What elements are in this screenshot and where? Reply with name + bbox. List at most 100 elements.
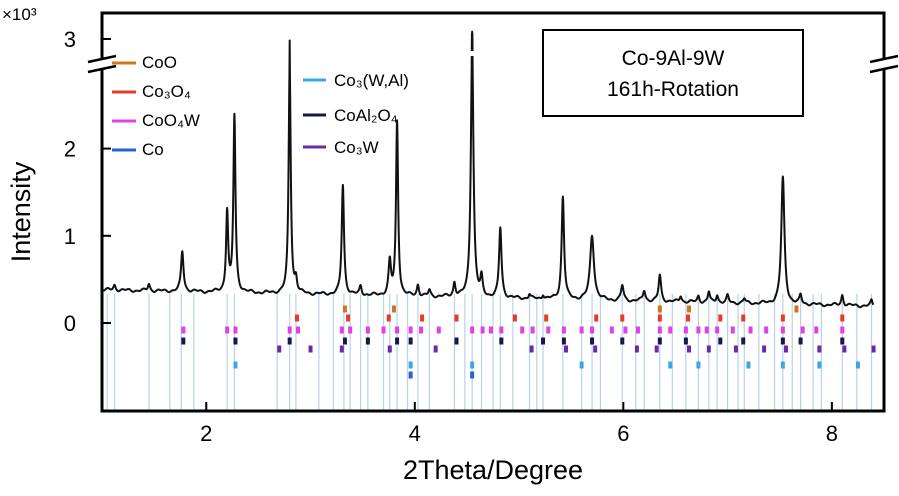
marker-co3wal bbox=[408, 361, 413, 369]
marker-coo4w bbox=[609, 326, 614, 334]
break-gap bbox=[870, 60, 898, 70]
y-tick-label: 2 bbox=[64, 137, 76, 162]
marker-coo bbox=[657, 305, 662, 313]
marker-co3w bbox=[783, 345, 788, 353]
marker-co3w bbox=[733, 345, 738, 353]
marker-coo4w bbox=[408, 326, 413, 334]
svg-text:Co₃O₄: Co₃O₄ bbox=[142, 82, 191, 101]
break-mark bbox=[87, 64, 117, 74]
marker-coal2o4 bbox=[541, 337, 546, 345]
sample-annotation: Co-9Al-9W 161h-Rotation bbox=[542, 29, 804, 117]
marker-coal2o4 bbox=[683, 337, 688, 345]
marker-coo bbox=[391, 305, 396, 313]
ticks: 2 4 6 8 0 1 2 3 bbox=[64, 27, 838, 446]
marker-coo4w bbox=[730, 326, 735, 334]
marker-co3o4 bbox=[420, 314, 425, 322]
marker-co3wal bbox=[696, 361, 701, 369]
marker-coo4w bbox=[590, 326, 595, 334]
marker-coo4w bbox=[381, 326, 386, 334]
legend-item-coo: CoO bbox=[112, 53, 177, 72]
y-tick-label: 1 bbox=[64, 224, 76, 249]
marker-co3wal bbox=[855, 361, 860, 369]
marker-co3o4 bbox=[620, 314, 625, 322]
break-gap bbox=[88, 60, 116, 70]
marker-co3o4 bbox=[840, 314, 845, 322]
marker-co3wal bbox=[780, 361, 785, 369]
svg-text:CoAl₂O₄: CoAl₂O₄ bbox=[334, 106, 398, 125]
marker-coo4w bbox=[623, 326, 628, 334]
marker-co3o4 bbox=[657, 314, 662, 322]
x-axis-title: 2Theta/Degree bbox=[403, 455, 583, 485]
marker-coo4w bbox=[499, 326, 504, 334]
marker-co3w bbox=[593, 345, 598, 353]
marker-co3wal bbox=[746, 361, 751, 369]
marker-coal2o4 bbox=[741, 337, 746, 345]
marker-coo4w bbox=[635, 326, 640, 334]
marker-coo4w bbox=[748, 326, 753, 334]
marker-co3w bbox=[433, 345, 438, 353]
marker-coo4w bbox=[780, 326, 785, 334]
marker-coo4w bbox=[840, 326, 845, 334]
svg-text:Co₃W: Co₃W bbox=[334, 138, 379, 157]
marker-coo4w bbox=[365, 326, 370, 334]
marker-co3o4 bbox=[685, 314, 690, 322]
x-tick-label: 4 bbox=[409, 421, 421, 446]
marker-co3w bbox=[687, 345, 692, 353]
marker-co3w bbox=[842, 345, 847, 353]
marker-coo4w bbox=[668, 326, 673, 334]
break-mark bbox=[869, 54, 899, 64]
svg-text:Co: Co bbox=[142, 140, 164, 159]
marker-coo4w bbox=[814, 326, 819, 334]
marker-coo4w bbox=[683, 326, 688, 334]
marker-co3wal bbox=[233, 361, 238, 369]
marker-coal2o4 bbox=[718, 337, 723, 345]
annotation-line2: 161h-Rotation bbox=[607, 78, 739, 101]
marker-co3w bbox=[634, 345, 639, 353]
axes bbox=[100, 11, 886, 413]
break-mark bbox=[87, 54, 117, 64]
marker-co3o4 bbox=[544, 314, 549, 322]
marker-co3wal bbox=[668, 361, 673, 369]
marker-coal2o4 bbox=[561, 337, 566, 345]
marker-coo4w bbox=[480, 326, 485, 334]
legend: CoO Co₃O₄ CoO₄W Co Co₃(W,Al) CoAl₂O₄ Co₃… bbox=[112, 53, 409, 159]
marker-coo bbox=[342, 305, 347, 313]
marker-coo4w bbox=[546, 326, 551, 334]
svg-text:Co₃(W,Al): Co₃(W,Al) bbox=[334, 71, 409, 90]
svg-text:CoO: CoO bbox=[142, 53, 177, 72]
phase-markers bbox=[181, 305, 876, 379]
x-tick-label: 8 bbox=[826, 421, 838, 446]
marker-coo4w bbox=[339, 326, 344, 334]
marker-co3o4 bbox=[386, 314, 391, 322]
reference-lines bbox=[106, 293, 873, 411]
marker-coal2o4 bbox=[365, 337, 370, 345]
legend-item-coo4w: CoO₄W bbox=[112, 111, 200, 130]
legend-item-coal2o4: CoAl₂O₄ bbox=[303, 106, 398, 125]
marker-co3w bbox=[529, 345, 534, 353]
marker-coo4w bbox=[233, 326, 238, 334]
marker-coo4w bbox=[436, 326, 441, 334]
marker-coal2o4 bbox=[395, 337, 400, 345]
marker-co3wal bbox=[470, 361, 475, 369]
marker-co3o4 bbox=[741, 314, 746, 322]
svg-text:CoO₄W: CoO₄W bbox=[142, 111, 200, 130]
y-multiplier: ×10³ bbox=[2, 5, 37, 24]
marker-coo4w bbox=[395, 326, 400, 334]
marker-co3o4 bbox=[594, 314, 599, 322]
x-tick-label: 6 bbox=[617, 421, 629, 446]
marker-coo bbox=[687, 305, 692, 313]
marker-co3w bbox=[871, 345, 876, 353]
marker-co3w bbox=[817, 345, 822, 353]
marker-coal2o4 bbox=[840, 337, 845, 345]
marker-coo4w bbox=[764, 326, 769, 334]
annotation-box bbox=[542, 29, 804, 117]
marker-co bbox=[408, 371, 413, 379]
legend-item-co3w: Co₃W bbox=[303, 138, 379, 157]
marker-coo4w bbox=[520, 326, 525, 334]
marker-coal2o4 bbox=[620, 337, 625, 345]
marker-coal2o4 bbox=[798, 337, 803, 345]
marker-coal2o4 bbox=[454, 337, 459, 345]
marker-coo4w bbox=[488, 326, 493, 334]
marker-coal2o4 bbox=[590, 337, 595, 345]
